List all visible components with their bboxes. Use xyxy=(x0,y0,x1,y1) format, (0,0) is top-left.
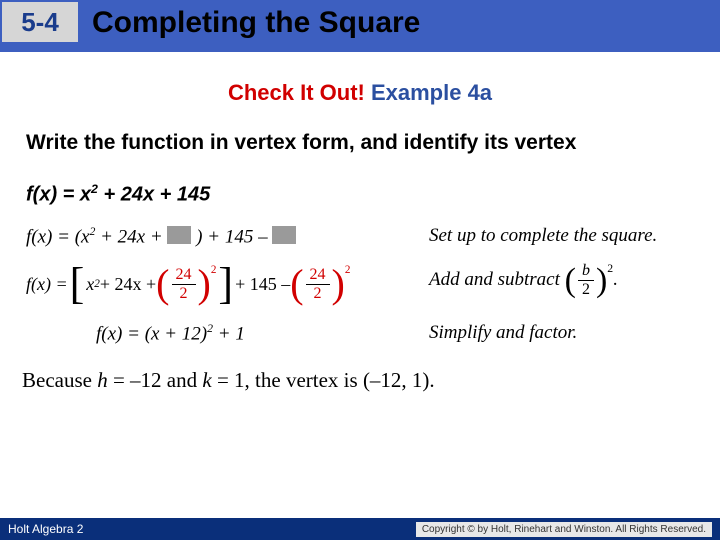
prompt: Write the function in vertex form, and i… xyxy=(26,130,694,156)
bracket-open-icon: [ xyxy=(70,262,85,306)
blank-box-icon xyxy=(272,226,296,244)
r3-pre: f(x) = (x + 12) xyxy=(96,324,207,345)
paren-open-icon: ( xyxy=(156,264,169,304)
row2-eq: f(x) = [ x2 + 24x + ( 242 ) 2 ] + 145 – … xyxy=(26,262,421,306)
fb-num: b xyxy=(578,262,594,281)
frac1: ( 242 ) 2 xyxy=(156,264,216,304)
content: Write the function in vertex form, and i… xyxy=(0,130,720,346)
f2-den: 2 xyxy=(310,285,326,303)
row-2: f(x) = [ x2 + 24x + ( 242 ) 2 ] + 145 – … xyxy=(26,262,694,306)
bracket-close-icon: ] xyxy=(218,262,233,306)
paren-close-icon: ) xyxy=(198,264,211,304)
subtitle: Check It Out! Example 4a xyxy=(0,80,720,106)
r2-in1: x xyxy=(86,274,94,295)
subtitle-blue: Example 4a xyxy=(365,80,492,105)
r2-dot: . xyxy=(613,269,618,290)
sup2: 2 xyxy=(91,182,98,196)
equation-main: f(x) = x2 + 24x + 145 xyxy=(26,182,694,207)
row-3: f(x) = (x + 12)2 + 1 Simplify and factor… xyxy=(26,322,694,345)
eq-main-post: + 24x + 145 xyxy=(98,184,210,206)
row2-explain: Add and subtract ( b2 ) 2 . xyxy=(421,262,694,299)
footer-copyright: Copyright © by Holt, Rinehart and Winsto… xyxy=(416,522,712,537)
c-m1: = –12 and xyxy=(108,368,203,392)
c-k: k xyxy=(202,368,211,392)
r2-p145: + 145 – xyxy=(235,274,290,295)
row1-eq: f(x) = (x2 + 24x + ) + 145 – xyxy=(26,225,421,248)
r2-exp-pre: Add and subtract xyxy=(429,269,565,290)
r1-mid1: + 24x + xyxy=(95,226,167,247)
paren-close-icon: ) xyxy=(596,264,607,298)
row3-eq: f(x) = (x + 12)2 + 1 xyxy=(26,322,421,345)
conclusion: Because h = –12 and k = 1, the vertex is… xyxy=(22,368,698,393)
blank-box-icon xyxy=(167,226,191,244)
paren-open-icon: ( xyxy=(565,264,576,298)
subtitle-red: Check It Out! xyxy=(228,80,365,105)
r1-pre: f(x) = (x xyxy=(26,226,89,247)
paren-close-icon: ) xyxy=(332,264,345,304)
sup2: 2 xyxy=(345,264,351,276)
chapter-number: 5-4 xyxy=(2,2,78,42)
r2-in2: + 24x + xyxy=(100,274,156,295)
r1-mid2: ) + 145 – xyxy=(191,226,272,247)
c-pre: Because xyxy=(22,368,97,392)
frac2: ( 242 ) 2 xyxy=(290,264,350,304)
r2-fx: f(x) = xyxy=(26,274,68,295)
eq-main-pre: f(x) = x xyxy=(26,184,91,206)
r3-post: + 1 xyxy=(213,324,245,345)
row3-explain: Simplify and factor. xyxy=(421,322,694,344)
f2-num: 24 xyxy=(306,266,330,285)
slide-header: 5-4 Completing the Square xyxy=(0,0,720,52)
row1-explain: Set up to complete the square. xyxy=(421,225,694,247)
row-1: f(x) = (x2 + 24x + ) + 145 – Set up to c… xyxy=(26,225,694,248)
footer-title: Holt Algebra 2 xyxy=(8,522,83,536)
paren-open-icon: ( xyxy=(290,264,303,304)
header-underline xyxy=(0,44,720,52)
frac-b2: ( b2 ) 2 xyxy=(565,262,614,299)
f1-num: 24 xyxy=(172,266,196,285)
c-h: h xyxy=(97,368,108,392)
c-m2: = 1, the vertex is (–12, 1). xyxy=(212,368,435,392)
footer: Holt Algebra 2 Copyright © by Holt, Rine… xyxy=(0,518,720,540)
sup2: 2 xyxy=(211,264,217,276)
fb-den: 2 xyxy=(578,281,594,299)
slide-title: Completing the Square xyxy=(92,6,420,40)
f1-den: 2 xyxy=(176,285,192,303)
